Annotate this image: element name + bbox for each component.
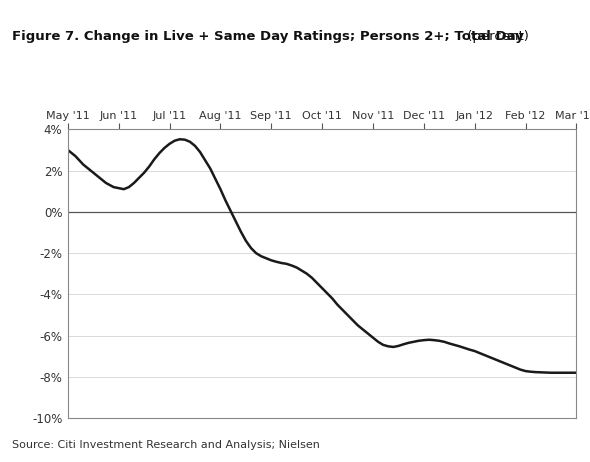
Text: Figure 7. Change in Live + Same Day Ratings; Persons 2+; Total Day: Figure 7. Change in Live + Same Day Rati…: [12, 30, 524, 43]
Text: (percent): (percent): [463, 30, 529, 43]
Text: Source: Citi Investment Research and Analysis; Nielsen: Source: Citi Investment Research and Ana…: [12, 440, 320, 450]
